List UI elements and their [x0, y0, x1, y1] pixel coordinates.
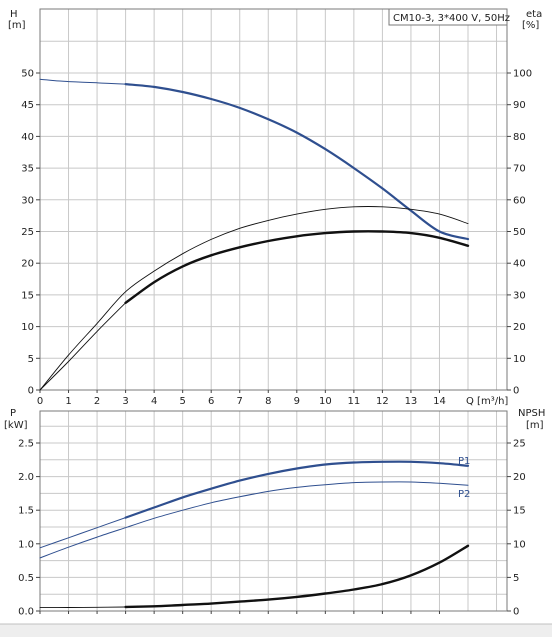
bottom-y-label: P	[10, 408, 16, 419]
top-y-tick-label: 50	[21, 69, 34, 80]
top-y2-tick-label: 80	[513, 132, 526, 143]
x-tick-label: 9	[294, 396, 300, 407]
bottom-series-2	[39, 481, 469, 559]
top-panel-ticks: 0510152025303540455001020304050607080901…	[21, 69, 532, 408]
top-panel-grid	[40, 9, 507, 390]
top-panel-series	[39, 78, 470, 391]
top-series-0	[39, 78, 127, 85]
bottom-series-4	[124, 544, 470, 609]
bottom-y-tick-label: 0.0	[18, 607, 34, 618]
x-tick-label: 10	[319, 396, 332, 407]
x-tick-label: 8	[265, 396, 271, 407]
bottom-panel-frame	[39, 410, 508, 612]
bottom-y-tick-label: 2.5	[18, 439, 34, 450]
top-y-tick-label: 0	[28, 386, 34, 397]
x-tick-label: 0	[37, 396, 43, 407]
top-y2-tick-label: 20	[513, 322, 526, 333]
top-series-3	[39, 302, 127, 391]
bottom-y2-tick-label: 5	[513, 573, 519, 584]
bottom-y2-tick-label: 15	[513, 506, 526, 517]
top-y2-tick-label: 30	[513, 290, 526, 301]
x-tick-label: 6	[208, 396, 214, 407]
bottom-y-tick-label: 2.0	[18, 472, 34, 483]
top-y2-tick-label: 0	[513, 386, 519, 397]
bottom-y-unit: [kW]	[4, 420, 28, 431]
top-y-tick-label: 25	[21, 227, 34, 238]
top-y2-tick-label: 90	[513, 100, 526, 111]
top-series-4	[124, 230, 470, 304]
bottom-series-1	[124, 460, 470, 519]
bottom-y-tick-label: 0.5	[18, 573, 34, 584]
bottom-panel-ticks: 0.0 0.5 1.0 1.5 2.0 2.5 0 5 10 15 20 25	[18, 439, 526, 618]
top-y2-tick-label: 10	[513, 354, 526, 365]
x-tick-label: 13	[405, 396, 418, 407]
x-tick-label: 3	[122, 396, 128, 407]
x-tick-label: 11	[347, 396, 360, 407]
x-axis-label: Q [m³/h]	[466, 396, 508, 407]
x-tick-label: 7	[237, 396, 243, 407]
top-y2-tick-label: 40	[513, 259, 526, 270]
x-tick-label: 5	[179, 396, 185, 407]
bottom-y-tick-label: 1.0	[18, 539, 34, 550]
top-y-tick-label: 20	[21, 259, 34, 270]
p2-label: P2	[458, 489, 470, 500]
top-y2-tick-label: 70	[513, 164, 526, 175]
top-y-tick-label: 35	[21, 164, 34, 175]
top-y2-tick-label: 50	[513, 227, 526, 238]
top-y-tick-label: 5	[28, 354, 34, 365]
top-y2-unit: [%]	[522, 20, 539, 31]
bottom-y2-label: NPSH	[518, 408, 545, 419]
x-tick-label: 12	[376, 396, 389, 407]
bottom-series-0	[39, 517, 127, 549]
top-y-tick-label: 10	[21, 322, 34, 333]
top-y-tick-label: 15	[21, 290, 34, 301]
x-tick-label: 14	[433, 396, 446, 407]
bottom-panel-grid	[40, 411, 507, 611]
top-series-2	[39, 206, 469, 391]
top-y-tick-label: 40	[21, 132, 34, 143]
top-y-tick-label: 45	[21, 100, 34, 111]
bottom-y2-unit: [m]	[526, 420, 544, 431]
bottom-y2-tick-label: 10	[513, 539, 526, 550]
top-series-1	[124, 83, 470, 241]
bottom-y2-tick-label: 20	[513, 472, 526, 483]
chart-title: CM10-3, 3*400 V, 50Hz	[393, 13, 510, 24]
bottom-bar	[0, 624, 552, 637]
top-y-label: H	[10, 9, 18, 20]
top-y-unit: [m]	[8, 20, 26, 31]
top-y2-label: eta	[526, 9, 542, 20]
x-tick-label: 4	[151, 396, 157, 407]
p1-label: P1	[458, 456, 470, 467]
bottom-y2-tick-label: 0	[513, 607, 519, 618]
bottom-panel-series	[39, 460, 470, 609]
bottom-y2-tick-label: 25	[513, 439, 526, 450]
top-y2-tick-label: 60	[513, 195, 526, 206]
bottom-series-3	[39, 606, 127, 609]
x-tick-label: 2	[94, 396, 100, 407]
title-box	[388, 8, 508, 26]
top-y2-tick-label: 100	[513, 69, 532, 80]
top-y-tick-label: 30	[21, 195, 34, 206]
bottom-y-tick-label: 1.5	[18, 506, 34, 517]
x-tick-label: 1	[65, 396, 71, 407]
